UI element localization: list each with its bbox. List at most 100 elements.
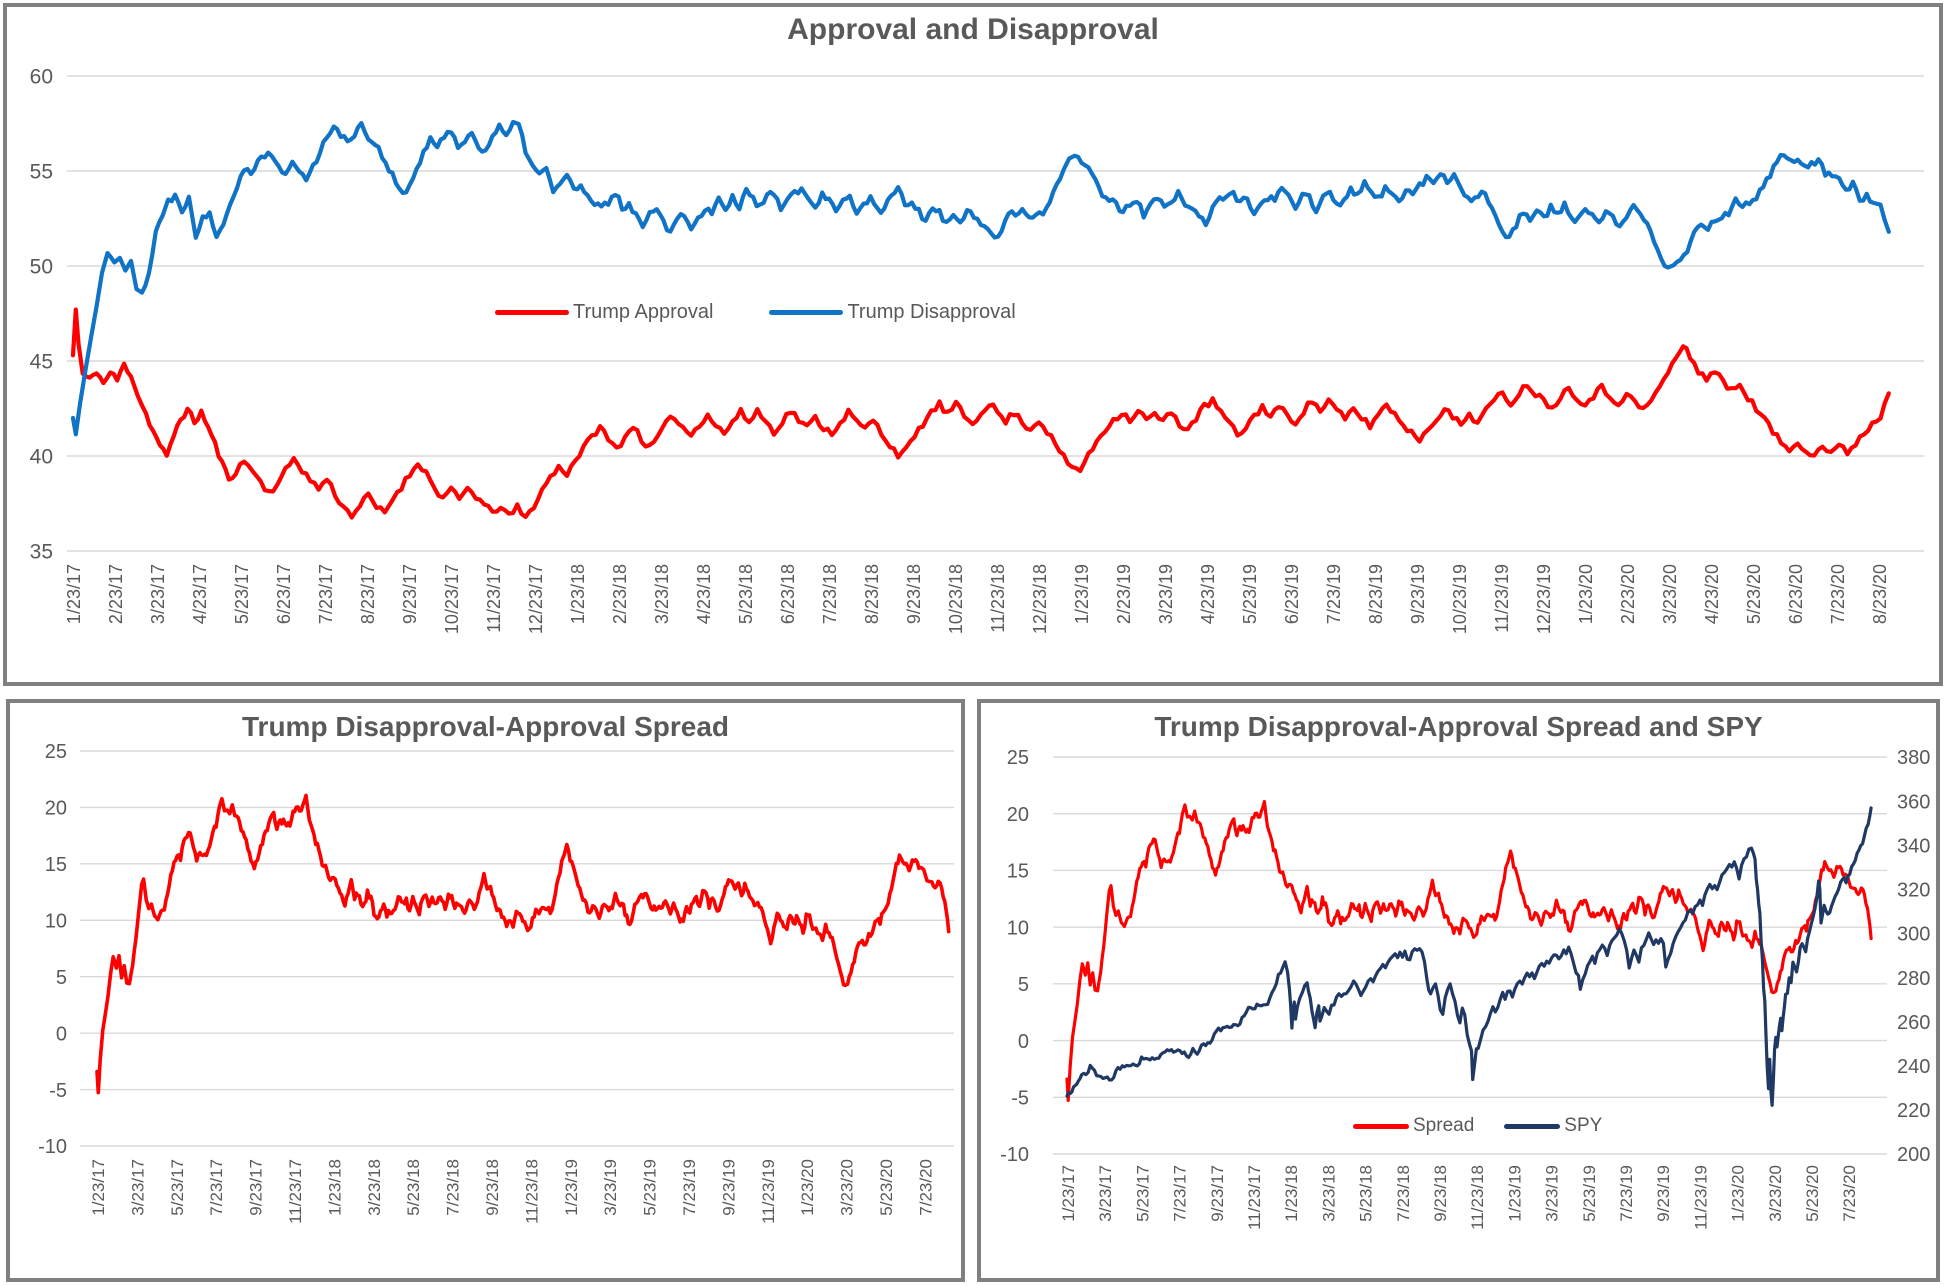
y-axis-tick-label: 50	[30, 256, 53, 279]
x-axis-tick-label: 1/23/20	[798, 1159, 817, 1216]
x-axis-tick-label: 4/23/18	[694, 564, 714, 624]
y-axis-tick-label: 10	[45, 910, 67, 932]
spread-line	[95, 793, 951, 1095]
x-axis-tick-label: 4/23/19	[1198, 564, 1218, 624]
x-axis-tick-label: 7/23/20	[1840, 1165, 1859, 1222]
x-axis-tick-label: 3/23/19	[1156, 564, 1176, 624]
y-axis-tick-label: 20	[1007, 804, 1029, 826]
x-axis-tick-label: 5/23/17	[168, 1159, 187, 1216]
x-axis-tick-label: 9/23/17	[247, 1159, 266, 1216]
x-axis-tick-label: 5/23/17	[1133, 1165, 1152, 1222]
x-axis-tick-label: 11/23/17	[484, 564, 504, 633]
x-axis-tick-label: 5/23/20	[1744, 564, 1764, 624]
x-axis-tick-label: 10/23/19	[1450, 564, 1470, 634]
legend-label: SPY	[1564, 1115, 1603, 1136]
x-axis-tick-label: 1/23/17	[64, 564, 84, 624]
x-axis-tick-label: 9/23/19	[1408, 564, 1428, 624]
right-y-axis-tick-label: 380	[1897, 747, 1930, 769]
x-axis-tick-label: 11/23/18	[522, 1159, 541, 1224]
x-axis-tick-label: 7/23/17	[1171, 1165, 1190, 1222]
x-axis-tick-label: 7/23/19	[680, 1159, 699, 1216]
x-axis-tick-label: 2/23/19	[1114, 564, 1134, 624]
x-axis-tick-label: 8/23/20	[1870, 564, 1890, 624]
x-axis-tick-label: 1/23/18	[325, 1159, 344, 1216]
x-axis-tick-label: 11/23/19	[1691, 1165, 1710, 1230]
x-axis-tick-label: 11/23/19	[759, 1159, 778, 1224]
right-y-axis-tick-label: 300	[1897, 924, 1930, 946]
x-axis-tick-label: 7/23/17	[316, 564, 336, 624]
x-axis-tick-label: 3/23/17	[128, 1159, 147, 1216]
x-axis-tick-label: 9/23/18	[483, 1159, 502, 1216]
y-axis-tick-label: 10	[1007, 917, 1029, 939]
chart-title-spread-spy: Trump Disapproval-Approval Spread and SP…	[1154, 711, 1763, 742]
approval-disapproval-chart-panel: Approval and Disapproval 60 55 50 45 40 35 1/2…	[3, 3, 1943, 686]
x-axis-tick-label: 4/23/17	[190, 564, 210, 624]
x-axis-tick-label: 2/23/17	[106, 564, 126, 624]
spread-spy-legend: Spread SPY	[1353, 1115, 1602, 1137]
x-axis-tick-label: 3/23/19	[1543, 1165, 1562, 1222]
x-axis-tick-label: 2/23/18	[610, 564, 630, 624]
chart-title-spread: Trump Disapproval-Approval Spread	[242, 711, 729, 742]
y-axis-tick-label: 25	[1007, 747, 1029, 769]
x-axis-tick-label: 11/23/19	[1492, 564, 1512, 633]
x-axis-tick-label: 2/23/20	[1618, 564, 1638, 624]
x-axis-tick-label: 5/23/18	[736, 564, 756, 624]
x-axis-tick-label: 7/23/19	[1324, 564, 1344, 624]
x-axis-tick-label: 1/23/20	[1729, 1165, 1748, 1222]
y-axis-tick-label: 20	[45, 798, 67, 820]
x-axis-tick-label: 7/23/18	[1394, 1165, 1413, 1222]
y-axis-tick-label: -5	[1011, 1087, 1029, 1109]
x-axis-tick-label: 7/23/20	[1828, 564, 1848, 624]
x-axis-tick-label: 7/23/17	[207, 1159, 226, 1216]
x-axis-tick-label: 1/23/19	[1505, 1165, 1524, 1222]
spread-line	[1065, 799, 1873, 1102]
x-axis-tick-label: 6/23/20	[1786, 564, 1806, 624]
legend-item-spy: SPY	[1504, 1115, 1602, 1137]
y-axis-tick-label: 5	[56, 967, 67, 989]
x-axis-tick-label: 7/23/18	[820, 564, 840, 624]
x-axis-tick-label: 3/23/19	[601, 1159, 620, 1216]
right-y-axis-tick-label: 320	[1897, 880, 1930, 902]
x-axis-tick-label: 9/23/18	[1431, 1165, 1450, 1222]
approval-disapproval-legend: Trump Approval Trump Disapproval	[495, 301, 1016, 324]
right-y-axis-tick-label: 220	[1897, 1100, 1930, 1122]
x-axis-tick-label: 11/23/17	[286, 1159, 305, 1224]
x-axis-tick-label: 10/23/17	[442, 564, 462, 634]
y-axis-tick-label: 45	[30, 351, 53, 374]
y-axis-tick-label: 15	[45, 854, 67, 876]
legend-item-spread: Spread	[1353, 1115, 1474, 1137]
x-axis-tick-label: 11/23/18	[988, 564, 1008, 633]
x-axis-tick-label: 8/23/18	[862, 564, 882, 624]
y-axis-tick-label: 35	[30, 541, 53, 564]
y-axis-tick-label: 5	[1018, 974, 1029, 996]
y-axis-tick-label: 40	[30, 446, 53, 469]
x-axis-tick-label: 9/23/17	[400, 564, 420, 624]
y-axis-tick-label: -5	[49, 1080, 67, 1102]
trump-disapproval-line	[70, 119, 1891, 437]
y-axis-tick-label: 55	[30, 161, 53, 184]
y-axis-tick-label: -10	[1000, 1144, 1029, 1166]
x-axis-tick-label: 3/23/20	[1766, 1165, 1785, 1222]
y-axis-tick-label: 60	[30, 66, 53, 89]
x-axis-tick-label: 8/23/17	[358, 564, 378, 624]
spread-spy-chart-panel: Trump Disapproval-Approval Spread and SP…	[977, 699, 1940, 1282]
trump-approval-line	[70, 307, 1891, 520]
y-axis-tick-label: -10	[38, 1136, 67, 1158]
x-axis-tick-label: 5/23/17	[232, 564, 252, 624]
x-axis-tick-label: 3/23/18	[365, 1159, 384, 1216]
x-axis-tick-label: 8/23/19	[1366, 564, 1386, 624]
x-axis-tick-label: 5/23/20	[1803, 1165, 1822, 1222]
spread-chart-canvas: 25 20 15 10 5 0 -5 -10 1/23/17 3/23/17 5/23/17 7/23…	[38, 741, 954, 1224]
spread-line-swatch	[1353, 1123, 1409, 1129]
trump-approval-line-swatch	[495, 310, 569, 315]
x-axis-tick-label: 3/23/20	[1660, 564, 1680, 624]
y-axis-tick-label: 0	[56, 1023, 67, 1045]
x-axis-tick-label: 3/23/18	[1319, 1165, 1338, 1222]
x-axis-tick-label: 1/23/18	[568, 564, 588, 624]
spread-chart-panel: Trump Disapproval-Approval Spread 25 20 15…	[6, 699, 965, 1282]
spread-spy-chart-canvas: 25 20 15 10 5 0 -5 -10 380 360 340 320 300 280 260 240 2…	[1000, 747, 1930, 1230]
legend-label: Trump Disapproval	[847, 301, 1016, 323]
x-axis-tick-label: 5/23/18	[1357, 1165, 1376, 1222]
spy-line	[1065, 806, 1873, 1107]
right-y-axis-tick-label: 340	[1897, 835, 1930, 857]
